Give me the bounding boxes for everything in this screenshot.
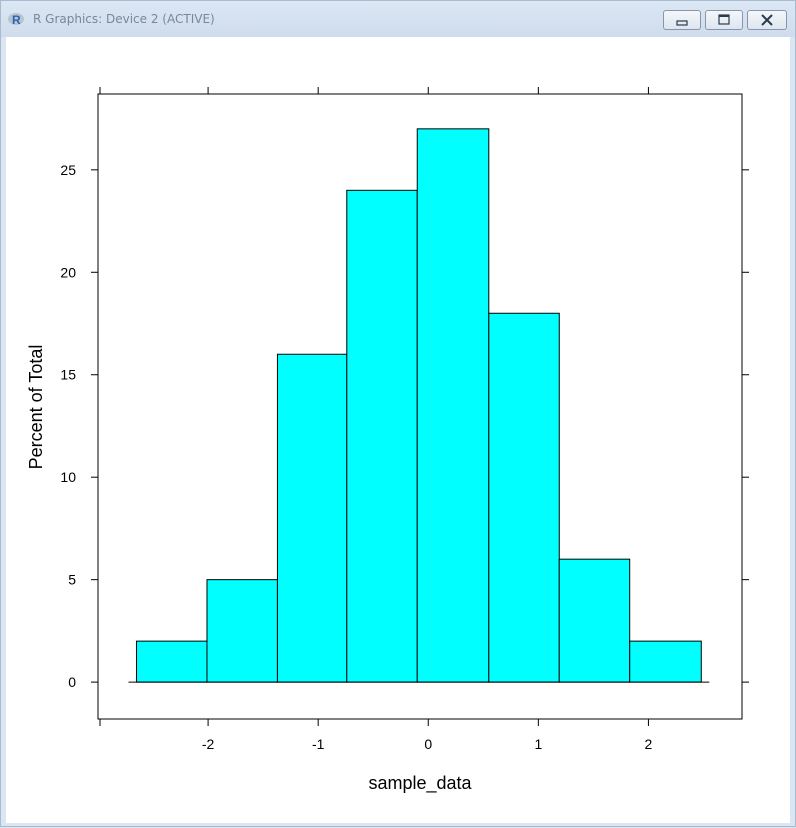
y-tick-label-3: 15 [60, 367, 76, 383]
histogram-bar-7 [629, 640, 702, 683]
r-logo-icon: R [8, 13, 24, 27]
y-tick-label-0: 0 [68, 674, 76, 690]
close-button[interactable] [747, 10, 787, 30]
plot-area: -2 -1 0 1 2 0 5 10 15 20 25 sample_data Percent o… [6, 37, 790, 823]
histogram-bar-6 [558, 558, 631, 683]
y-axis-label: Percent of Total [26, 345, 46, 470]
y-tick-label-2: 10 [60, 469, 76, 485]
y-tick-label-5: 25 [60, 162, 76, 178]
window-title: R Graphics: Device 2 (ACTIVE) [33, 12, 215, 26]
x-tick-label-1: -1 [312, 736, 325, 752]
x-tick-label-2: 0 [424, 736, 432, 752]
x-tick-label-4: 2 [645, 736, 653, 752]
plot-panel [97, 93, 743, 720]
maximize-button[interactable] [705, 10, 743, 30]
histogram-bar-5 [488, 312, 560, 683]
maximize-icon [718, 14, 730, 25]
close-icon [761, 14, 773, 26]
title-bar[interactable]: R R Graphics: Device 2 (ACTIVE) [1, 1, 795, 37]
y-tick-label-1: 5 [68, 572, 76, 588]
histogram-bar-2 [276, 353, 348, 683]
x-axis-label: sample_data [368, 773, 472, 794]
histogram-bar-1 [206, 579, 278, 683]
x-tick-label-0: -2 [202, 736, 215, 752]
svg-text:R: R [12, 13, 21, 27]
x-tick-label-3: 1 [534, 736, 542, 752]
y-tick-label-4: 20 [60, 264, 76, 280]
histogram-chart: -2 -1 0 1 2 0 5 10 15 20 25 sample_data Percent o… [26, 87, 749, 794]
histogram-bar-0 [136, 640, 208, 683]
minimize-icon [676, 20, 688, 26]
histogram-bar-3 [346, 189, 418, 683]
histogram-bar-4 [416, 128, 490, 683]
minimize-button[interactable] [663, 10, 701, 30]
